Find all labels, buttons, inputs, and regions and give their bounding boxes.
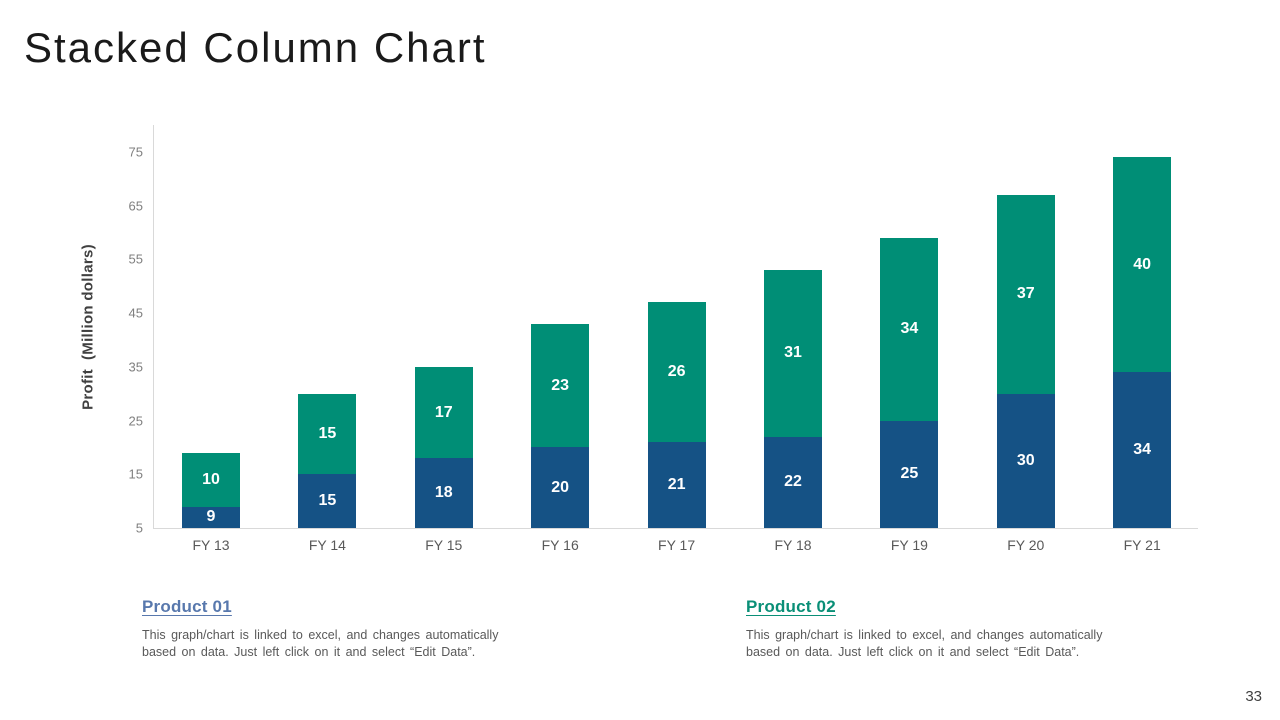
y-tick-label: 45 (128, 305, 143, 321)
y-axis-title: Profit (Million dollars) (79, 244, 97, 410)
bar-segment-product-02: 37 (996, 194, 1055, 394)
y-axis-line (153, 125, 154, 528)
x-tick-label: FY 19 (890, 537, 928, 553)
bar-segment-product-02: 17 (414, 366, 473, 459)
bar-segment-product-02: 10 (182, 452, 240, 507)
y-tick-label: 5 (135, 520, 143, 536)
x-tick-label: FY 14 (308, 537, 346, 553)
bar-segment-product-02: 23 (531, 323, 590, 448)
product-02-link[interactable]: Product 02 (746, 597, 836, 616)
x-tick-label: FY 18 (774, 537, 812, 553)
bar-value-label: 34 (900, 320, 919, 338)
y-tick-label: 15 (128, 466, 143, 482)
bar-segment-product-02: 15 (298, 393, 357, 475)
bar-segment-product-01: 15 (298, 474, 357, 528)
bar-value-label: 34 (1133, 441, 1152, 459)
bar-segment-product-01: 30 (996, 393, 1055, 528)
bar-value-label: 22 (784, 473, 802, 491)
bar-segment-product-01: 25 (880, 420, 939, 528)
bar-value-label: 15 (318, 492, 337, 510)
x-tick-label: FY 16 (541, 537, 579, 553)
product-01-block: Product 01 This graph/chart is linked to… (142, 597, 532, 661)
page-number: 33 (1245, 688, 1262, 705)
bar-segment-product-02: 31 (764, 270, 822, 437)
bar-segment-product-01: 9 (182, 506, 240, 528)
x-tick-label: FY 17 (658, 537, 696, 553)
bar-segment-product-01: 20 (531, 447, 590, 528)
y-tick-label: 65 (128, 198, 143, 214)
bar-segment-product-02: 40 (1113, 157, 1172, 373)
product-02-block: Product 02 This graph/chart is linked to… (746, 597, 1136, 661)
bar-value-label: 37 (1016, 285, 1035, 303)
x-tick-label: FY 15 (425, 537, 463, 553)
bar-value-label: 15 (318, 424, 337, 442)
product-01-description: This graph/chart is linked to excel, and… (142, 628, 499, 659)
page-title: Stacked Column Chart (24, 24, 487, 71)
y-tick-label: 35 (128, 359, 143, 375)
bar-value-label: 21 (667, 476, 686, 494)
x-tick-label: FY 20 (1007, 537, 1045, 553)
bar-value-label: 9 (206, 508, 216, 526)
bar-value-label: 23 (551, 376, 570, 394)
x-tick-label: FY 13 (192, 537, 230, 553)
bar-value-label: 10 (202, 470, 220, 488)
x-tick-label: FY 21 (1123, 537, 1161, 553)
bar-value-label: 20 (551, 478, 570, 496)
product-01-link[interactable]: Product 01 (142, 597, 232, 616)
y-tick-label: 55 (128, 251, 143, 267)
bar-segment-product-02: 34 (880, 237, 939, 421)
bar-value-label: 30 (1016, 451, 1035, 469)
bar-segment-product-02: 26 (647, 302, 706, 443)
y-tick-label: 75 (128, 144, 143, 160)
bar-value-label: 25 (900, 465, 919, 483)
bar-segment-product-01: 18 (414, 458, 473, 528)
bar-value-label: 26 (667, 363, 686, 381)
bar-segment-product-01: 34 (1113, 372, 1172, 528)
bar-value-label: 18 (434, 484, 453, 502)
bar-segment-product-01: 21 (647, 442, 706, 528)
y-tick-label: 25 (128, 413, 143, 429)
bar-segment-product-01: 22 (764, 436, 822, 528)
bar-value-label: 31 (784, 344, 802, 362)
bar-value-label: 40 (1133, 255, 1152, 273)
product-02-description: This graph/chart is linked to excel, and… (746, 628, 1103, 659)
x-axis-line (153, 528, 1198, 529)
bar-value-label: 17 (434, 403, 453, 421)
